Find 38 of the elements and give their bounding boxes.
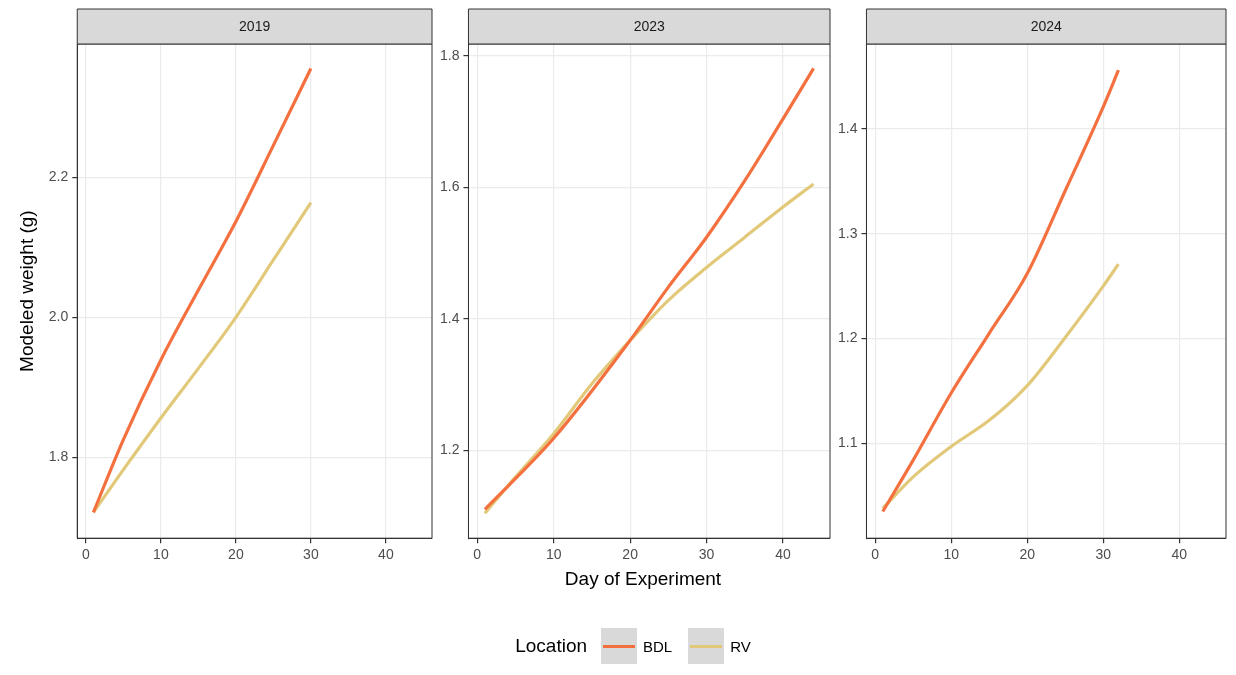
chart-title: 2023 xyxy=(633,17,666,34)
y-tick-label: 1.2 xyxy=(439,441,460,457)
x-tick-label: 40 xyxy=(378,546,394,563)
x-axis-title: Day of Experiment xyxy=(563,568,722,591)
x-tick-label: 0 xyxy=(81,546,90,563)
chart-title: 2024 xyxy=(1030,17,1063,34)
y-tick-label: 1.1 xyxy=(837,434,858,451)
y-tick-label: 1.4 xyxy=(439,309,460,326)
legend-title: Location xyxy=(515,635,588,657)
line-series xyxy=(91,66,313,514)
y-tick-label: 2.0 xyxy=(48,308,69,325)
line-series xyxy=(881,68,1121,514)
legend-label: BDL xyxy=(643,637,673,655)
chart-title: 2019 xyxy=(239,17,271,34)
y-tick-label: 1.8 xyxy=(48,447,69,464)
line-series xyxy=(881,262,1121,510)
x-tick-label: 10 xyxy=(153,546,169,563)
y-tick-label: 1.2 xyxy=(837,329,858,346)
x-tick-label: 30 xyxy=(1095,546,1112,563)
x-tick-label: 40 xyxy=(775,546,791,563)
x-tick-label: 0 xyxy=(871,546,880,563)
y-tick-label: 1.4 xyxy=(837,119,858,136)
y-tick-label: 1.6 xyxy=(439,178,460,195)
line-series xyxy=(483,66,816,511)
y-axis-title: Modeled weight (g) xyxy=(15,210,37,372)
y-tick-label: 2.2 xyxy=(48,168,69,185)
x-tick-label: 10 xyxy=(943,546,960,563)
x-tick-label: 20 xyxy=(228,546,244,563)
x-tick-label: 0 xyxy=(473,546,482,563)
x-tick-label: 40 xyxy=(1171,546,1188,563)
x-tick-label: 30 xyxy=(303,546,319,563)
y-tick-label: 1.3 xyxy=(837,224,858,241)
x-tick-label: 20 xyxy=(1019,546,1036,563)
x-tick-label: 30 xyxy=(698,546,715,563)
x-tick-label: 20 xyxy=(622,546,639,563)
y-tick-label: 1.8 xyxy=(439,46,460,63)
x-tick-label: 10 xyxy=(545,546,562,563)
legend-label: RV xyxy=(730,637,751,655)
